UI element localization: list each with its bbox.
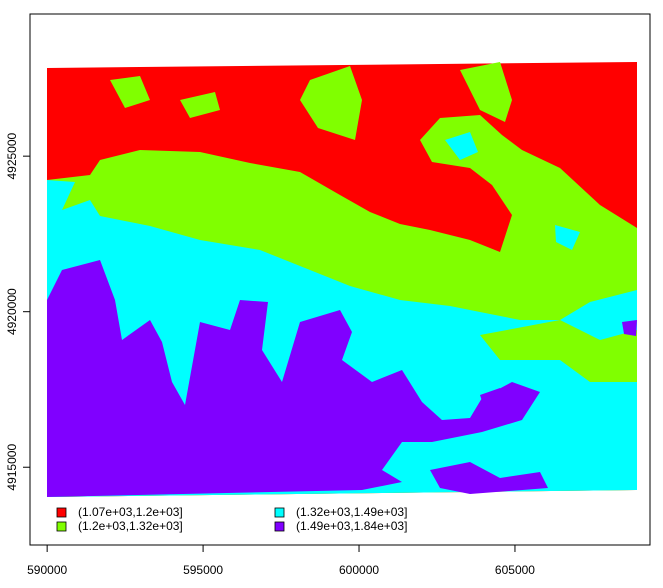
raster-class-region	[480, 388, 510, 410]
raster-class-region	[622, 320, 637, 336]
raster-class-region	[555, 225, 580, 250]
raster-class-region	[480, 320, 637, 382]
legend-label: (1.49e+03,1.84e+03]	[296, 519, 407, 533]
raster-class-region	[430, 462, 548, 494]
raster	[47, 62, 637, 497]
raster-class-region	[460, 62, 512, 122]
legend-swatch	[274, 521, 285, 532]
raster-class-region	[300, 66, 362, 140]
legend-label: (1.07e+03,1.2e+03]	[78, 505, 183, 519]
raster-class-region	[180, 92, 220, 118]
x-tick-label: 600000	[339, 563, 379, 577]
raster-class-region	[110, 76, 150, 108]
raster-class-region	[47, 260, 540, 497]
x-tick-label: 605000	[495, 563, 535, 577]
x-tick-label: 590000	[27, 563, 67, 577]
legend-swatch	[56, 507, 67, 518]
raster-class-region	[445, 132, 478, 160]
y-tick-label: 4925000	[5, 132, 19, 179]
y-tick-label: 4920000	[5, 288, 19, 335]
legend-label: (1.2e+03,1.32e+03]	[78, 519, 183, 533]
legend-swatch	[274, 507, 285, 518]
x-tick-label: 595000	[183, 563, 223, 577]
legend-swatch	[56, 521, 67, 532]
y-tick-label: 4915000	[5, 444, 19, 491]
legend-label: (1.32e+03,1.49e+03]	[296, 505, 407, 519]
